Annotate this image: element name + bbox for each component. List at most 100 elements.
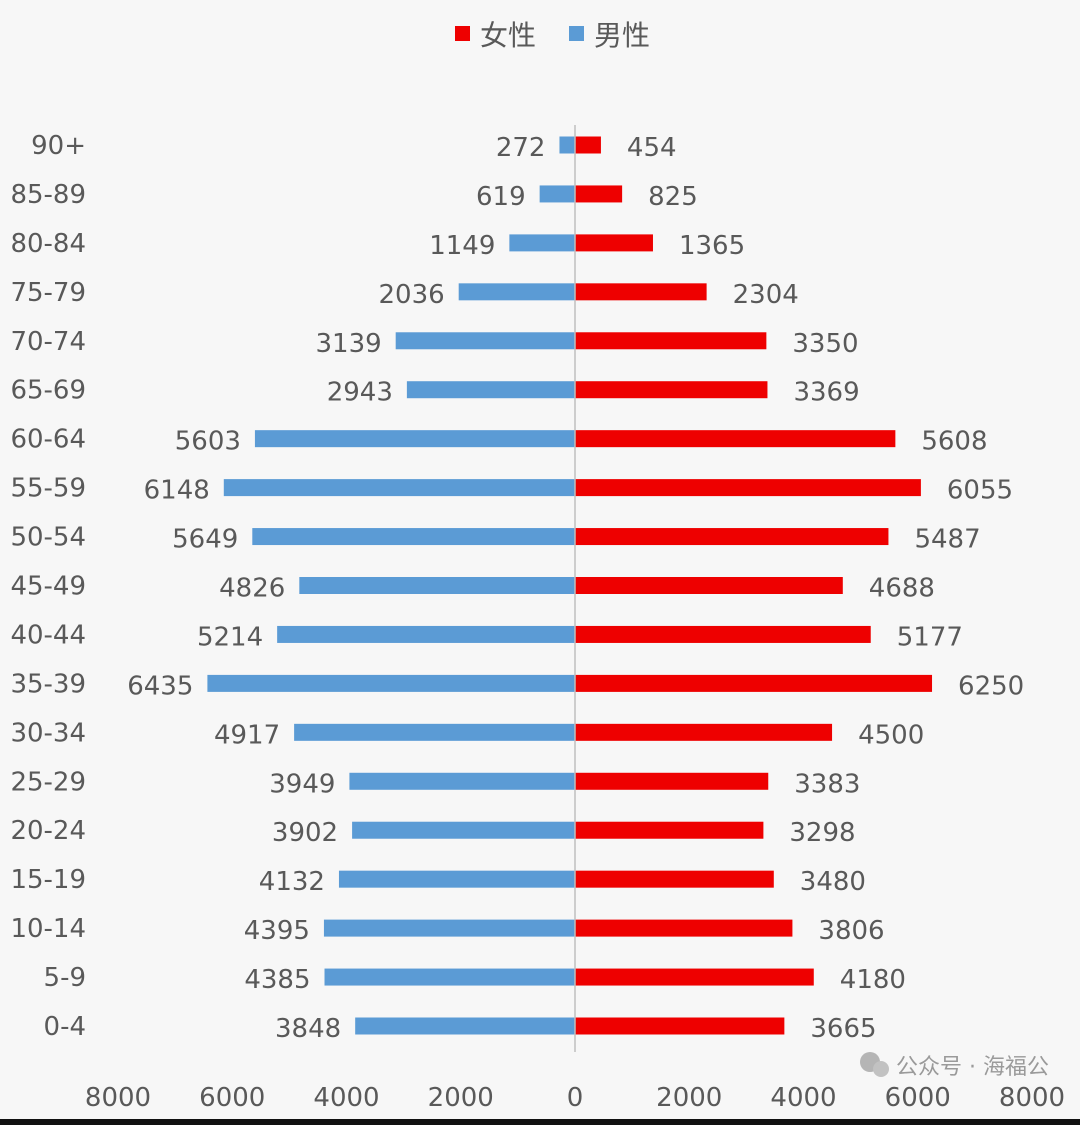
- x-tick-label: 6000: [199, 1083, 265, 1113]
- female-bar: [575, 1017, 785, 1035]
- x-tick-label: 6000: [885, 1083, 951, 1113]
- female-data-label: 6250: [958, 671, 1024, 701]
- watermark: 公众号 · 海福公: [860, 1052, 1049, 1080]
- male-bar: [458, 283, 575, 301]
- x-tick-label: 2000: [428, 1083, 494, 1113]
- male-bar: [252, 528, 575, 546]
- male-data-label: 6435: [127, 671, 193, 701]
- female-bar: [575, 528, 889, 546]
- category-label: 20-24: [10, 816, 86, 846]
- female-bar: [575, 381, 768, 399]
- male-data-label: 272: [496, 133, 546, 163]
- male-bar: [324, 968, 575, 986]
- male-data-label: 619: [476, 182, 526, 212]
- female-data-label: 3806: [818, 916, 884, 946]
- male-bar: [539, 185, 575, 203]
- male-data-label: 6148: [144, 476, 210, 506]
- male-bar: [223, 479, 575, 497]
- category-label: 35-39: [10, 669, 86, 699]
- male-bar: [509, 234, 575, 252]
- female-data-label: 3350: [792, 329, 858, 359]
- male-data-label: 2943: [327, 378, 393, 408]
- male-bar: [299, 577, 575, 594]
- female-bar: [575, 430, 896, 448]
- female-bar: [575, 332, 767, 350]
- female-bar: [575, 283, 707, 301]
- female-data-label: 3665: [810, 1014, 876, 1044]
- male-data-label: 4826: [219, 574, 285, 604]
- category-label: 5-9: [44, 963, 86, 993]
- category-label: 50-54: [10, 523, 86, 553]
- female-data-label: 5608: [921, 427, 987, 457]
- female-bar: [575, 821, 764, 839]
- male-data-label: 3949: [269, 769, 335, 799]
- legend: 女性 男性: [455, 19, 650, 52]
- female-bar: [575, 919, 793, 937]
- male-data-label: 1149: [429, 231, 495, 261]
- female-bar: [575, 723, 833, 741]
- male-data-label: 2036: [379, 280, 445, 310]
- male-data-label: 4385: [244, 965, 310, 995]
- x-tick-label: 8000: [999, 1083, 1065, 1113]
- female-data-label: 5177: [897, 622, 963, 652]
- female-data-label: 6055: [947, 476, 1013, 506]
- x-tick-label: 4000: [770, 1083, 836, 1113]
- legend-swatch-female: [455, 26, 470, 41]
- female-bar: [575, 185, 623, 203]
- female-data-label: 1365: [679, 231, 745, 261]
- female-bar: [575, 870, 774, 888]
- female-data-label: 4500: [858, 720, 924, 750]
- male-data-label: 3902: [272, 818, 338, 848]
- category-label: 90+: [31, 131, 86, 161]
- female-bar: [575, 625, 871, 643]
- male-bar: [395, 332, 575, 350]
- male-bar: [254, 430, 575, 448]
- legend-label-male: 男性: [594, 19, 650, 52]
- male-bar: [294, 723, 575, 741]
- female-bar: [575, 234, 653, 252]
- category-label: 75-79: [10, 278, 86, 308]
- category-label: 30-34: [10, 718, 86, 748]
- male-bar: [338, 870, 575, 888]
- female-bar: [575, 674, 933, 692]
- female-bar: [575, 968, 814, 986]
- male-bar: [355, 1017, 575, 1035]
- female-data-label: 3480: [800, 867, 866, 897]
- male-bar: [349, 772, 575, 790]
- watermark-text: 公众号 · 海福公: [896, 1055, 1049, 1080]
- female-data-label: 5487: [914, 525, 980, 555]
- female-data-label: 3369: [793, 378, 859, 408]
- category-label: 70-74: [10, 327, 86, 357]
- legend-swatch-male: [569, 26, 584, 41]
- female-data-label: 3383: [794, 769, 860, 799]
- male-bar: [277, 625, 575, 643]
- female-bar: [575, 479, 921, 497]
- male-data-label: 4395: [244, 916, 310, 946]
- male-bar: [207, 674, 575, 692]
- male-bar: [559, 136, 575, 154]
- female-data-label: 4180: [840, 965, 906, 995]
- male-bar: [323, 919, 575, 937]
- x-tick-label: 4000: [313, 1083, 379, 1113]
- female-bar: [575, 772, 769, 790]
- bottom-border: [0, 1119, 1080, 1125]
- male-data-label: 3139: [316, 329, 382, 359]
- female-data-label: 825: [648, 182, 698, 212]
- category-label: 10-14: [10, 914, 86, 944]
- male-data-label: 3848: [275, 1014, 341, 1044]
- x-tick-label: 2000: [656, 1083, 722, 1113]
- category-label: 85-89: [10, 180, 86, 210]
- x-tick-label: 8000: [85, 1083, 151, 1113]
- category-label: 45-49: [10, 572, 86, 602]
- category-label: 0-4: [44, 1012, 86, 1042]
- category-label: 55-59: [10, 474, 86, 504]
- female-bar: [575, 577, 843, 594]
- female-data-label: 2304: [733, 280, 799, 310]
- male-bar: [352, 821, 575, 839]
- male-data-label: 5603: [175, 427, 241, 457]
- female-data-label: 454: [627, 133, 677, 163]
- category-label: 15-19: [10, 865, 86, 895]
- male-data-label: 5214: [197, 622, 263, 652]
- female-data-label: 4688: [869, 574, 935, 604]
